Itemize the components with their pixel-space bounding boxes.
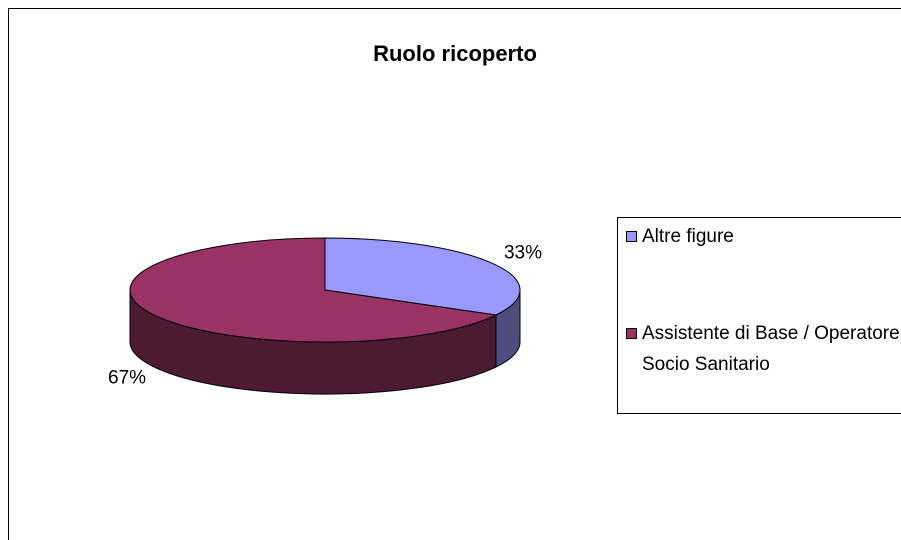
legend-item: Assistente di Base / Operatore Socio San…	[642, 323, 900, 375]
slice	[324, 237, 521, 316]
legend-box	[617, 217, 901, 414]
legend-swatch	[626, 231, 637, 242]
data-label: 33%	[504, 242, 542, 263]
legend-item: Altre figure	[642, 226, 734, 247]
legend-label: Altre figure	[642, 226, 734, 247]
slice	[129, 237, 498, 343]
chart-title: Ruolo ricoperto	[373, 41, 537, 66]
legend-label: Assistente di Base / Operatore Socio San…	[642, 323, 900, 375]
legend-swatch	[626, 328, 637, 339]
data-label: 67%	[108, 368, 146, 389]
